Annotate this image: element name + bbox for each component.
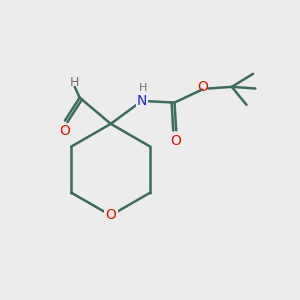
Text: H: H	[70, 76, 80, 89]
Text: O: O	[171, 134, 182, 148]
Text: O: O	[198, 80, 208, 94]
Text: O: O	[59, 124, 70, 139]
Text: O: O	[105, 208, 116, 222]
Text: H: H	[139, 83, 148, 94]
Text: N: N	[136, 94, 147, 108]
